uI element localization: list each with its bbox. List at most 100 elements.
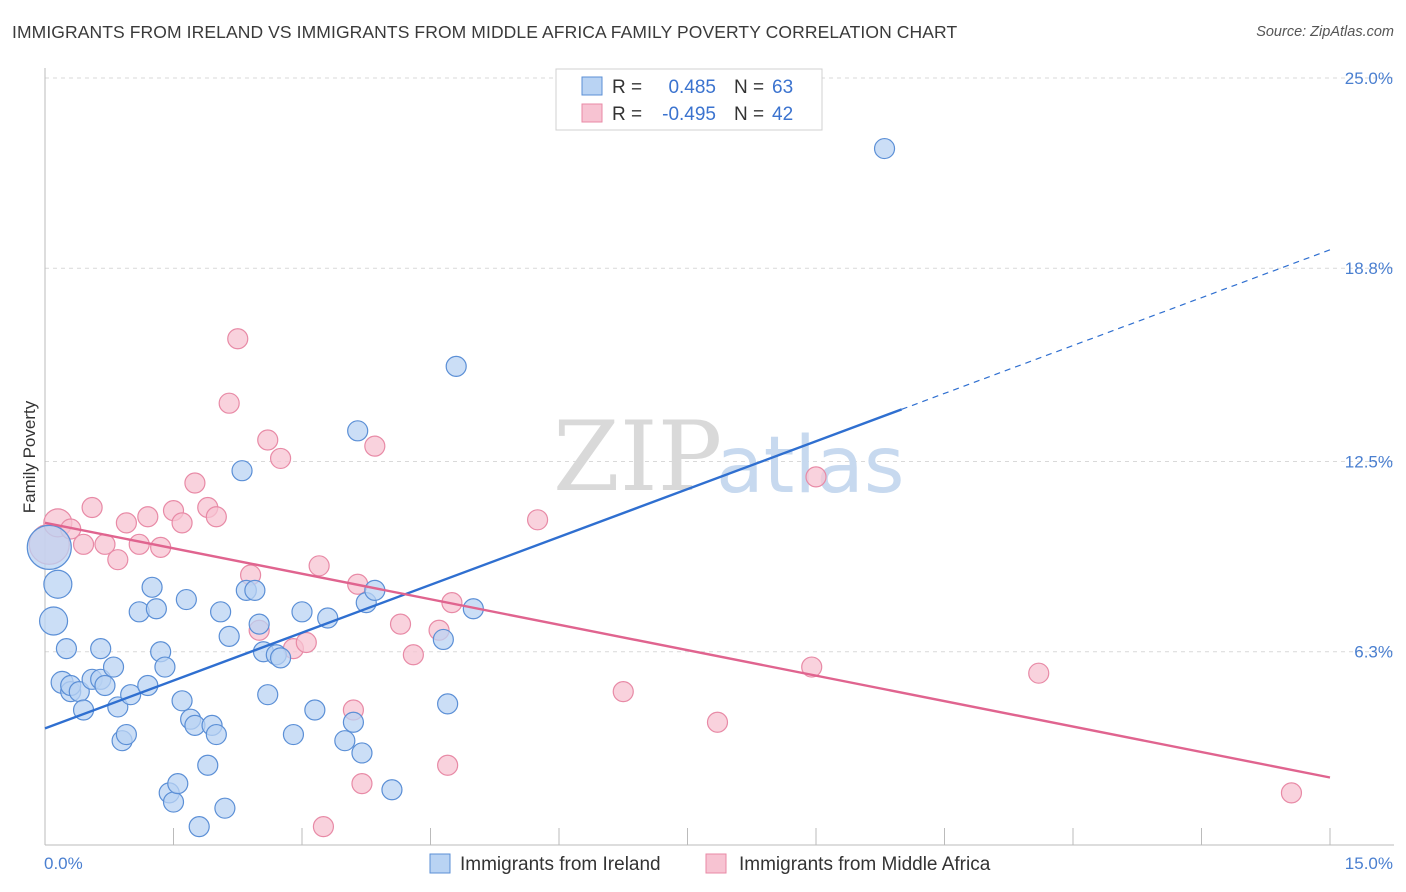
legend-swatch-blue xyxy=(581,76,603,96)
pink-point xyxy=(295,631,317,654)
pink-point xyxy=(308,555,330,577)
pink-point xyxy=(801,656,823,678)
series-legend-swatch-ireland xyxy=(429,853,451,874)
pink-point xyxy=(128,533,150,555)
stats-legend: R = 0.485 N = 63 R = -0.495 N = 42 xyxy=(555,68,823,131)
legend-n-label-pink: N = xyxy=(734,104,764,125)
pink-point xyxy=(205,506,227,528)
legend-n-value-blue: 63 xyxy=(772,77,793,98)
blue-point xyxy=(210,601,232,623)
pink-point xyxy=(107,549,129,571)
blue-points xyxy=(26,137,896,838)
pink-point xyxy=(389,613,412,635)
blue-point xyxy=(120,684,142,706)
pink-trend-line xyxy=(44,521,1331,779)
series-legend-label-middle-africa: Immigrants from Middle Africa xyxy=(739,854,991,875)
pink-point xyxy=(81,496,103,519)
y-tick-labels: 6.3% 12.5% 18.8% 25.0% xyxy=(1345,69,1393,662)
pink-point xyxy=(115,512,137,534)
blue-point xyxy=(334,730,356,752)
pink-point xyxy=(218,392,240,414)
blue-point xyxy=(432,628,454,651)
blue-trend-line xyxy=(44,408,903,730)
pink-point xyxy=(706,711,729,733)
blue-point xyxy=(317,607,339,629)
legend-swatch-pink xyxy=(581,103,603,123)
blue-point xyxy=(342,711,364,733)
blue-point xyxy=(141,576,163,598)
legend-r-label-blue: R = xyxy=(612,77,642,98)
pink-point xyxy=(72,533,95,555)
pink-point xyxy=(437,754,459,776)
watermark-zip: ZIP xyxy=(553,401,722,513)
blue-point xyxy=(257,684,279,706)
blue-point xyxy=(145,598,167,620)
blue-point xyxy=(873,137,896,160)
pink-point xyxy=(612,680,634,703)
blue-point xyxy=(231,460,253,482)
legend-r-label-pink: R = xyxy=(612,104,642,125)
series-legend: Immigrants from Ireland Immigrants from … xyxy=(429,853,991,875)
trend-lines xyxy=(44,249,1331,779)
blue-point xyxy=(347,420,369,442)
blue-point xyxy=(437,693,459,715)
chart-title: IMMIGRANTS FROM IRELAND VS IMMIGRANTS FR… xyxy=(12,22,958,42)
x-tick-label-max: 15.0% xyxy=(1345,854,1393,873)
blue-point xyxy=(244,579,266,601)
series-legend-label-ireland: Immigrants from Ireland xyxy=(460,854,661,875)
blue-point xyxy=(175,588,197,611)
blue-point xyxy=(282,723,305,746)
pink-point xyxy=(137,506,159,528)
y-tick-label: 12.5% xyxy=(1345,453,1393,472)
blue-point xyxy=(26,524,72,571)
blue-point xyxy=(38,606,69,636)
blue-point xyxy=(304,699,326,721)
blue-point xyxy=(90,638,112,660)
blue-point xyxy=(197,754,219,776)
pink-point xyxy=(227,328,249,350)
pink-point xyxy=(171,512,193,534)
blue-trend-extension xyxy=(901,249,1331,410)
pink-point xyxy=(526,509,549,531)
y-axis-title: Family Poverty xyxy=(20,400,39,513)
pink-point xyxy=(312,815,335,838)
x-tick-label-min: 0.0% xyxy=(44,854,83,873)
series-legend-swatch-middle-africa xyxy=(705,853,727,874)
pink-point xyxy=(351,773,373,795)
pink-point xyxy=(184,472,206,494)
pink-point xyxy=(269,447,292,470)
pink-point xyxy=(1280,782,1303,804)
blue-point xyxy=(269,647,292,669)
blue-point xyxy=(94,674,116,697)
y-tick-label: 6.3% xyxy=(1354,643,1393,662)
blue-point xyxy=(351,742,373,764)
blue-point xyxy=(248,613,270,635)
blue-point xyxy=(167,773,189,795)
pink-point xyxy=(364,435,386,457)
x-axis-ticks xyxy=(173,828,1331,845)
blue-point xyxy=(154,656,176,678)
blue-point xyxy=(162,791,185,813)
legend-r-value-blue: 0.485 xyxy=(668,77,716,98)
pink-point xyxy=(1028,662,1050,684)
blue-point xyxy=(43,569,73,599)
blue-point xyxy=(214,797,236,819)
blue-point xyxy=(218,625,240,647)
pink-point xyxy=(402,644,424,666)
blue-point xyxy=(205,723,227,746)
blue-point xyxy=(188,815,210,838)
blue-point xyxy=(102,656,125,678)
y-tick-label: 25.0% xyxy=(1345,69,1393,88)
pink-point xyxy=(805,466,827,488)
pink-point xyxy=(257,429,279,451)
watermark-atlas: atlas xyxy=(716,421,905,511)
legend-r-value-pink: -0.495 xyxy=(662,104,716,125)
blue-point xyxy=(55,638,78,660)
y-tick-label: 18.8% xyxy=(1345,259,1393,278)
blue-point xyxy=(171,690,193,712)
blue-point xyxy=(381,779,403,801)
source-credit: Source: ZipAtlas.com xyxy=(1256,24,1394,40)
legend-n-value-pink: 42 xyxy=(772,104,793,125)
blue-point xyxy=(291,601,313,623)
